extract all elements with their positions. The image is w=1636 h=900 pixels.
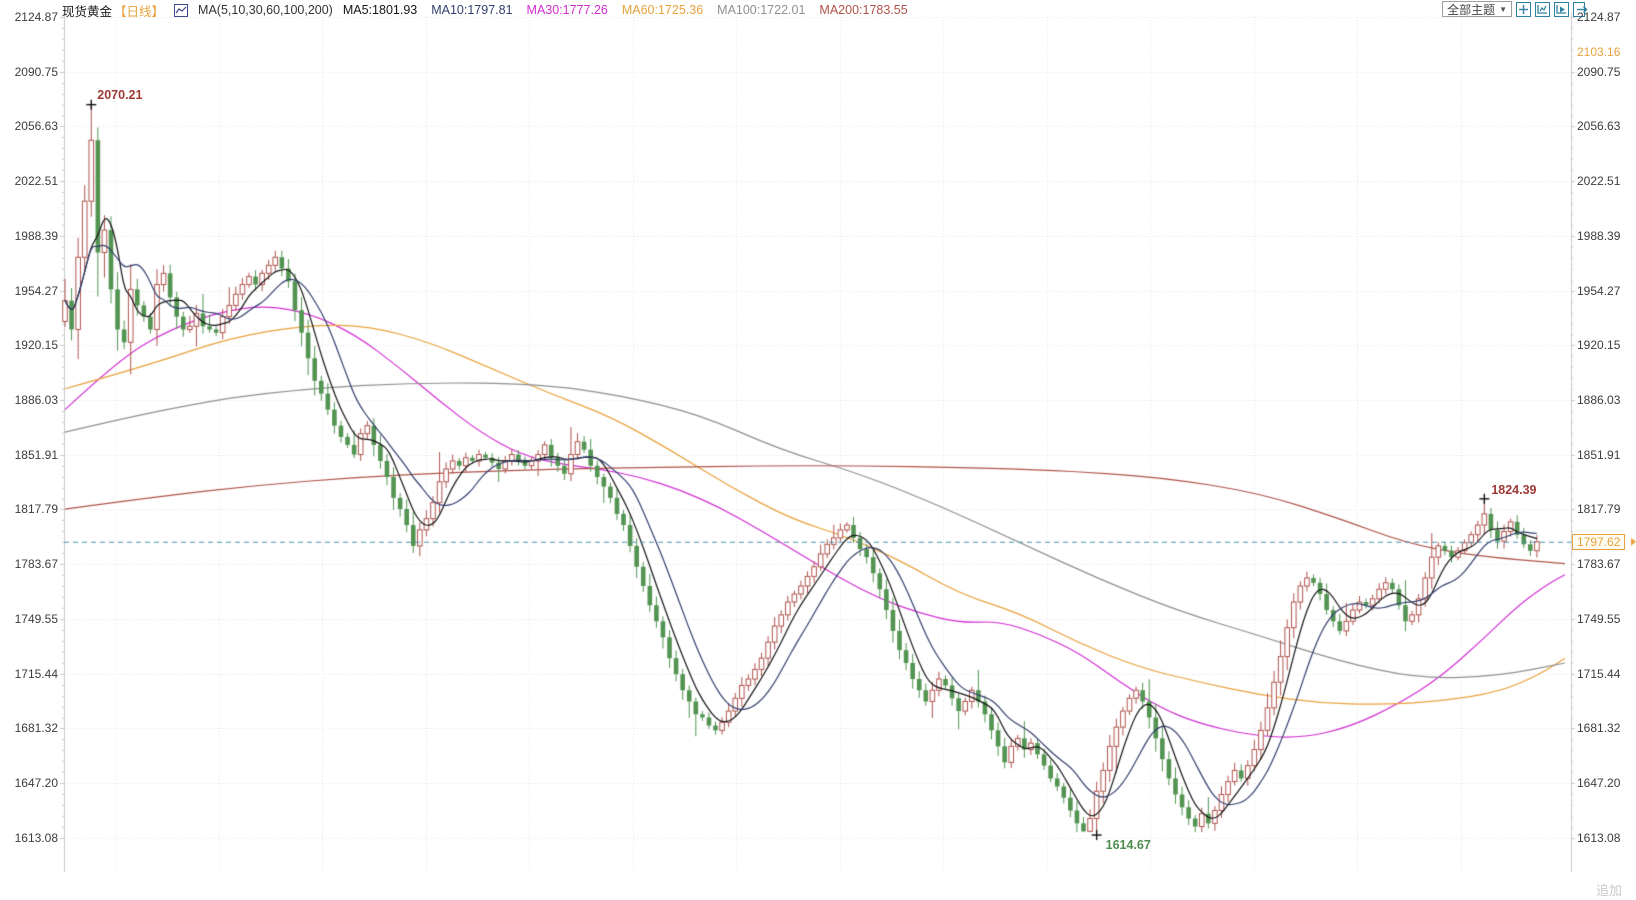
- right-axis-tick-label: 1681.32: [1577, 721, 1621, 736]
- right-axis-tick-label: 1954.27: [1577, 283, 1621, 298]
- left-axis-tick-label: 2056.63: [14, 119, 58, 134]
- symbol-name: 现货黄金: [62, 4, 113, 19]
- ma-legend-value: MA30:1777.26: [526, 3, 608, 17]
- watermark-text: 追加: [1596, 883, 1623, 898]
- right-axis-marker: 2103.16: [1577, 44, 1621, 59]
- right-axis-tick-label: 1613.08: [1577, 830, 1621, 845]
- left-axis-tick-label: 1954.27: [14, 283, 58, 298]
- pane-export-icon[interactable]: [1573, 1, 1588, 17]
- right-axis-tick-label: 1647.20: [1577, 775, 1621, 790]
- left-axis-tick-label: 1681.32: [14, 721, 58, 736]
- left-axis-tick-label: 1817.79: [14, 502, 58, 517]
- left-axis-tick-label: 2124.87: [14, 10, 58, 24]
- right-axis-tick-label: 2124.87: [1577, 10, 1621, 24]
- ma-legend-value: MA100:1722.01: [717, 3, 806, 17]
- chevron-down-icon: ▼: [1499, 4, 1507, 14]
- period-label: 【日线】: [114, 4, 165, 19]
- right-axis-tick-label: 2056.63: [1577, 119, 1621, 134]
- left-axis-tick-label: 1851.91: [14, 447, 58, 462]
- ma-values: MA5:1801.93 MA10:1797.81 MA30:1777.26 MA60:…: [343, 3, 908, 17]
- right-axis-tick-label: 1715.44: [1577, 666, 1621, 681]
- left-axis-tick-label: 1783.67: [14, 557, 58, 572]
- period-low-annotation: 1614.67: [1105, 838, 1151, 853]
- left-axis-tick-label: 1613.08: [14, 830, 58, 845]
- left-axis-tick-label: 1988.39: [14, 228, 58, 243]
- indicator-icon[interactable]: [174, 3, 189, 17]
- left-axis-tick-label: 2090.75: [14, 64, 58, 79]
- right-axis-tick-label: 1988.39: [1577, 228, 1621, 243]
- pane-play-icon[interactable]: [1554, 1, 1569, 17]
- symbol-and-period: 现货黄金 【日线】: [62, 1, 164, 20]
- theme-dropdown[interactable]: 全部主题 ▼: [1442, 1, 1512, 17]
- recent-high-annotation: 1824.39: [1491, 482, 1537, 497]
- chart-toolbar: 全部主题 ▼: [1442, 1, 1588, 17]
- ma-legend-value: MA60:1725.36: [621, 3, 704, 17]
- theme-dropdown-label: 全部主题: [1447, 2, 1496, 17]
- left-axis-tick-label: 1920.15: [14, 338, 58, 353]
- right-axis-tick-label: 1851.91: [1577, 447, 1621, 462]
- left-axis-tick-label: 1715.44: [14, 666, 58, 681]
- left-axis-tick-label: 2022.51: [14, 174, 58, 189]
- right-axis-tick-label: 2022.51: [1577, 174, 1621, 189]
- left-axis-tick-label: 1886.03: [14, 392, 58, 407]
- ma-legend-value: MA200:1783.55: [819, 3, 908, 17]
- pane-axis-icon[interactable]: [1535, 1, 1550, 17]
- right-axis-tick-label: 1749.55: [1577, 611, 1621, 626]
- chart-legend: 现货黄金 【日线】 MA(5,10,30,60,100,200) MA5:1801…: [62, 1, 908, 20]
- right-axis-tick-label: 1886.03: [1577, 392, 1621, 407]
- ma-legend-value: MA10:1797.81: [431, 3, 513, 17]
- current-price-tag: 1797.62: [1572, 533, 1626, 550]
- right-axis-tick-label: 2090.75: [1577, 64, 1621, 79]
- left-axis-tick-label: 1749.55: [14, 611, 58, 626]
- ma-legend-value: MA5:1801.93: [342, 3, 418, 17]
- right-axis-tick-label: 1817.79: [1577, 502, 1621, 517]
- crosshair-icon[interactable]: [1516, 1, 1531, 17]
- period-high-annotation: 2070.21: [97, 87, 143, 102]
- right-axis-tick-label: 1783.67: [1577, 557, 1621, 572]
- ma-group-label: MA(5,10,30,60,100,200): [198, 3, 333, 17]
- left-axis-tick-label: 1647.20: [14, 775, 58, 790]
- right-axis-tick-label: 1920.15: [1577, 338, 1621, 353]
